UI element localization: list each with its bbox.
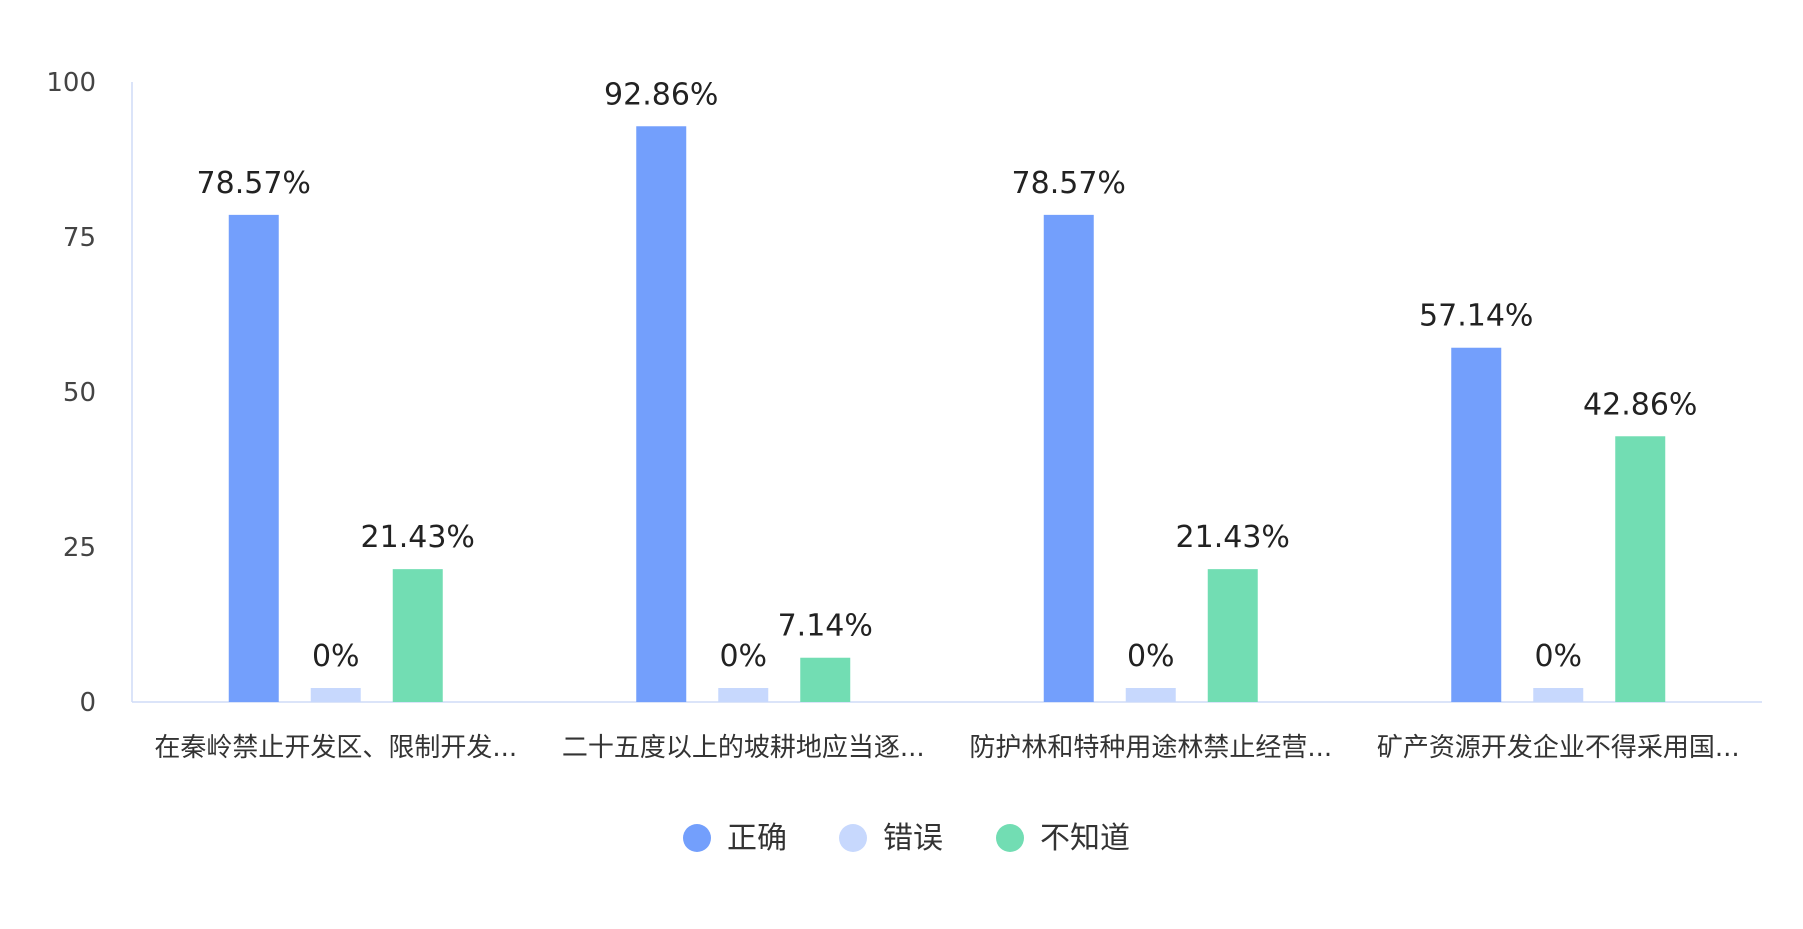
bar [1615,436,1666,702]
y-tick-label: 75 [63,223,96,253]
legend-item[interactable]: 正确 [683,821,787,856]
legend-swatch [996,824,1024,852]
y-tick-label: 25 [63,533,96,563]
legend-swatch [839,824,867,852]
y-tick-label: 0 [79,688,96,718]
x-tick-label: 矿产资源开发企业不得采用国... [1377,733,1740,763]
x-tick-label: 防护林和特种用途林禁止经营... [969,733,1332,763]
x-axis-labels: 在秦岭禁止开发区、限制开发... 二十五度以上的坡耕地应当逐... 防护林和特种用途… [154,733,1739,763]
bar [310,688,361,702]
bar [718,688,769,702]
data-label: 42.86% [1583,387,1697,422]
data-label: 0% [719,639,767,674]
x-tick-label: 二十五度以上的坡耕地应当逐... [562,733,925,763]
legend-label: 错误 [883,821,943,856]
bar [636,126,687,702]
data-label: 0% [1534,639,1582,674]
bar [800,657,851,702]
data-label: 57.14% [1419,299,1533,334]
bar [1125,688,1176,702]
data-label: 92.86% [604,77,718,112]
data-label: 7.14% [778,609,873,644]
legend-item[interactable]: 不知道 [996,821,1130,856]
bar [1043,214,1094,702]
legend-label: 正确 [727,821,787,856]
data-label: 78.57% [197,166,311,201]
x-tick-label: 在秦岭禁止开发区、限制开发... [154,733,517,763]
data-label: 78.57% [1012,166,1126,201]
bar [1533,688,1584,702]
y-tick-label: 100 [46,68,96,98]
data-labels: 78.57% 0% 21.43% 92.86% 0% 7.14% 78.57% 0% 21.43… [197,77,1698,674]
data-label: 0% [1127,639,1175,674]
legend: 正确 错误 不知道 [683,821,1130,856]
data-label: 0% [312,639,360,674]
data-label: 21.43% [1176,520,1290,555]
legend-label: 不知道 [1040,821,1130,856]
data-label: 21.43% [361,520,475,555]
y-tick-label: 50 [63,378,96,408]
bar [1207,569,1258,702]
legend-item[interactable]: 错误 [839,821,943,856]
bar [392,569,443,702]
bar [228,214,279,702]
bar [1451,347,1502,702]
bars [228,126,1666,702]
legend-swatch [683,824,711,852]
